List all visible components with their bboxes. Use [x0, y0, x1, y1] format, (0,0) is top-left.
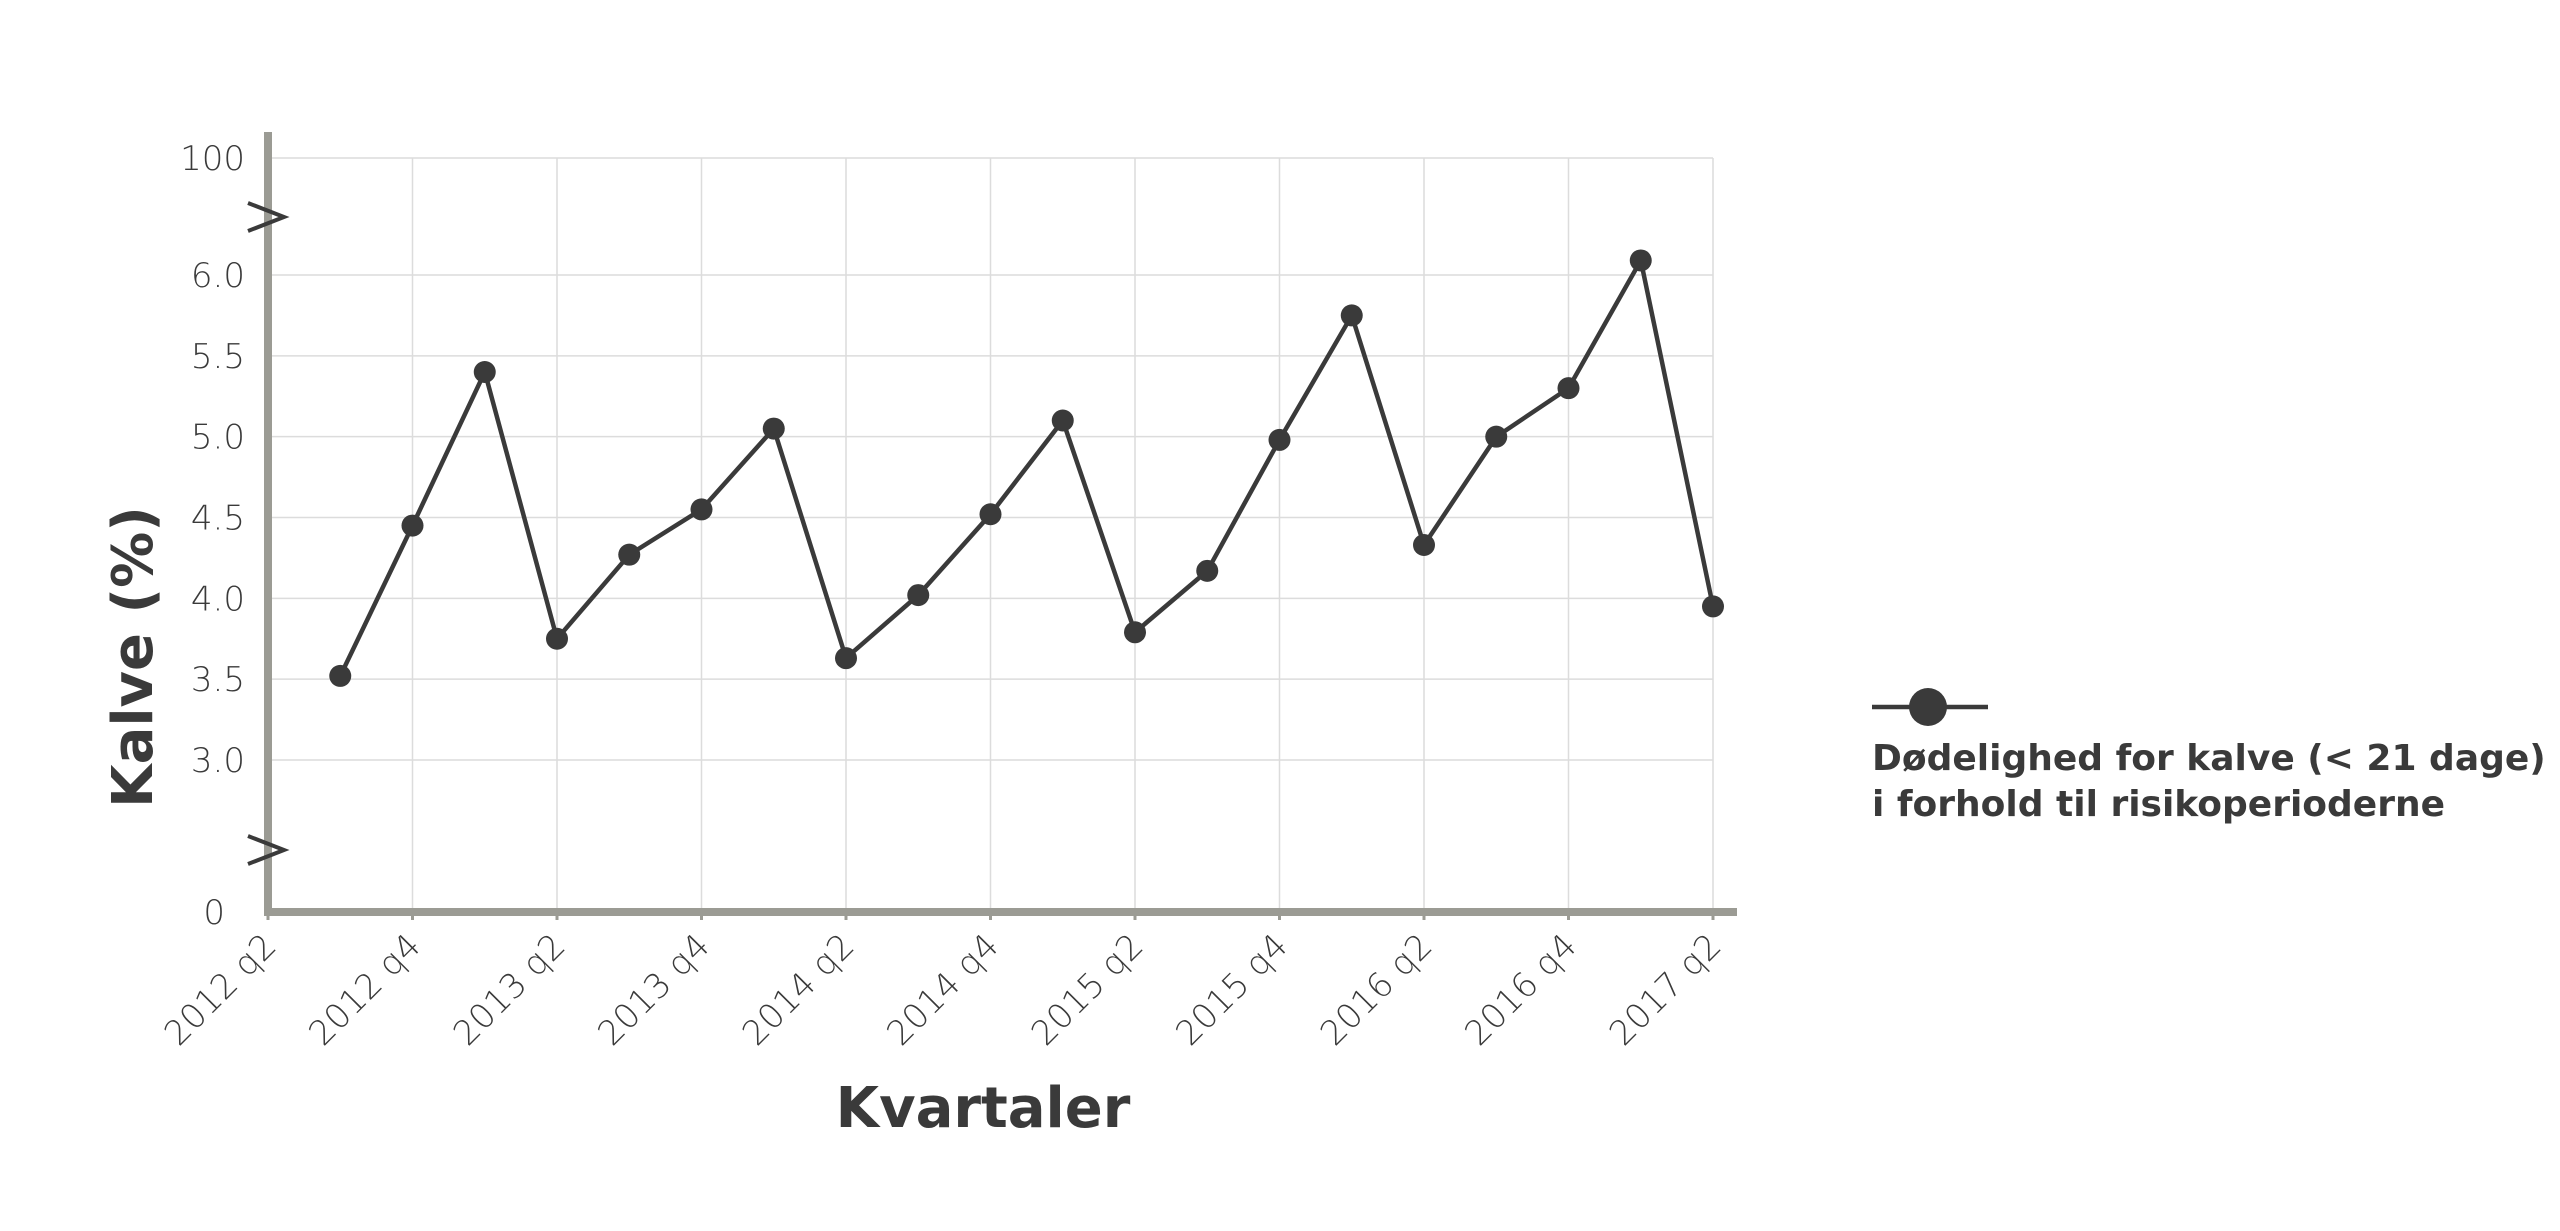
data-point [1629, 249, 1652, 272]
x-tick-label: 2013 q4 [590, 926, 718, 1054]
x-tick-label: 2017 q2 [1602, 926, 1730, 1054]
x-axis-title: Kvartaler [836, 1076, 1131, 1141]
series [329, 249, 1724, 687]
x-tick-label: 2016 q2 [1313, 926, 1441, 1054]
data-point [1196, 559, 1219, 582]
data-point [401, 514, 424, 537]
data-point [546, 627, 568, 650]
data-point [1340, 304, 1363, 327]
x-tick-label: 2014 q4 [879, 926, 1007, 1054]
y-tick-label-bottom: 0 [203, 893, 225, 933]
legend-marker-swatch [1909, 688, 1947, 726]
data-point [979, 503, 1002, 526]
axis-break-mark [247, 834, 290, 866]
data-point [1702, 595, 1724, 618]
x-tick-label: 2012 q4 [301, 926, 429, 1054]
data-point [762, 417, 785, 440]
data-point [329, 664, 352, 687]
axis-break-mark [247, 201, 290, 233]
grid [267, 157, 1714, 912]
data-point [690, 498, 713, 521]
data-point [1485, 425, 1508, 448]
legend-label-line1: Dødelighed for kalve (< 21 dage) [1872, 738, 2546, 779]
x-tick-label: 2015 q4 [1168, 926, 1296, 1054]
y-tick-label: 4.5 [191, 499, 245, 539]
y-tick-label: 4.0 [191, 579, 245, 619]
data-point [618, 543, 641, 566]
data-point [1268, 428, 1291, 451]
y-tick-label: 6.0 [191, 256, 245, 296]
y-tick-label-top: 100 [180, 139, 245, 179]
x-tick-label: 2016 q4 [1457, 926, 1585, 1054]
x-tick-label: 2015 q2 [1024, 926, 1152, 1054]
data-point [835, 647, 857, 670]
y-tick-label: 5.0 [191, 418, 245, 458]
y-axis-title: Kalve (%) [101, 506, 166, 808]
legend-label-line2: i forhold til risikoperioderne [1872, 784, 2445, 825]
y-tick-label: 3.0 [191, 741, 245, 781]
data-point [907, 584, 930, 607]
x-tick-label: 2013 q2 [446, 926, 574, 1054]
x-tick-label: 2014 q2 [735, 926, 863, 1054]
legend: Dødelighed for kalve (< 21 dage) i forho… [1872, 688, 2546, 825]
data-point [1124, 621, 1146, 644]
y-tick-label: 5.5 [191, 337, 245, 377]
data-point [1051, 409, 1074, 432]
data-point [473, 361, 496, 383]
axes [247, 132, 1737, 920]
series-line [338, 254, 1716, 677]
data-point [1413, 533, 1435, 556]
data-point [1557, 377, 1580, 400]
x-tick-label: 2012 q2 [157, 926, 285, 1054]
y-tick-label: 3.5 [191, 660, 245, 700]
